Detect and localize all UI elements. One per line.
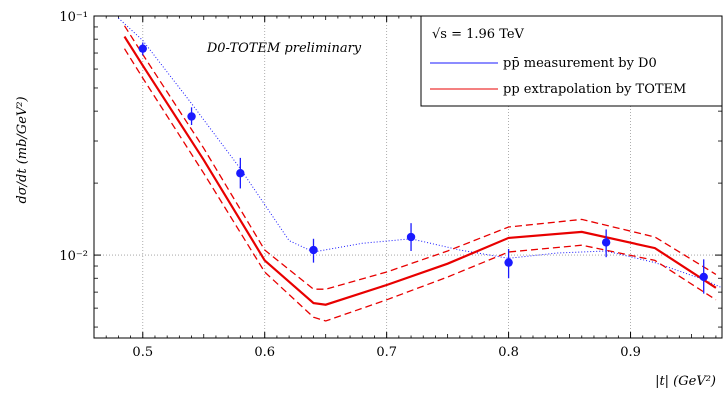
y-tick-labels: 10⁻² 10⁻¹ [59,10,88,264]
legend-header: √s = 1.96 TeV [432,27,525,42]
plot-frame [93,15,723,339]
chart-annotation: D0-TOTEM preliminary [206,41,362,56]
totem-upper-band-line [123,25,717,290]
d0-data-point [699,272,708,282]
d0-data-point [406,232,416,242]
x-axis-label: |t| (GeV²) [655,374,716,389]
y-tick-label: 10⁻¹ [59,10,88,25]
d0-data-point [309,245,318,255]
d0-data-point [236,169,245,178]
x-tick-label: 0.6 [254,345,275,360]
legend: √s = 1.96 TeV pp̄ measurement by D0 pp e… [420,15,723,107]
y-axis-label: dσ/dt (mb/GeV²) [15,96,30,203]
x-tick-label: 0.9 [620,345,641,360]
legend-entry-d0: pp̄ measurement by D0 [503,56,657,71]
x-tick-label: 0.7 [376,345,397,360]
pp-extrapolation-by-totem-line [123,36,717,306]
legend-entry-totem: pp extrapolation by TOTEM [503,82,686,97]
d0-data-point [504,258,513,267]
d0-data-point [187,112,196,121]
y-tick-label: 10⁻² [59,249,88,264]
d0-data-point [601,238,611,247]
x-tick-labels: 0.5 0.6 0.7 0.8 0.9 [132,345,640,360]
x-tick-label: 0.8 [498,345,519,360]
x-tick-label: 0.5 [132,345,153,360]
series-layer [118,17,723,322]
totem-lower-band-line [123,48,717,322]
d0-data-point [138,44,147,53]
legend-box [420,15,723,107]
